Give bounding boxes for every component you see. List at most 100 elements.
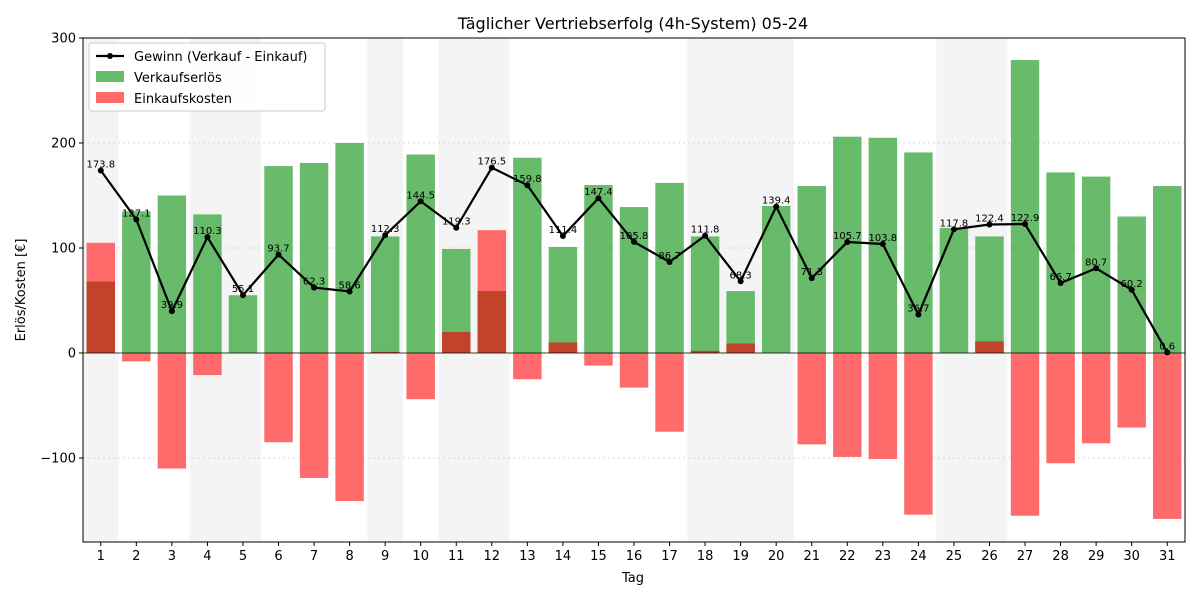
profit-point — [275, 251, 282, 258]
profit-point — [488, 164, 495, 171]
revenue-bar — [761, 206, 791, 353]
overlap-bar — [726, 343, 755, 353]
x-tick-label: 18 — [697, 549, 714, 564]
profit-point — [915, 311, 922, 318]
revenue-bar — [975, 236, 1004, 353]
x-tick-label: 29 — [1088, 549, 1105, 564]
cost-bar — [1081, 353, 1111, 444]
x-tick-label: 24 — [910, 549, 927, 564]
revenue-bar — [690, 236, 720, 353]
cost-bar — [833, 353, 862, 457]
profit-data-label: 112.3 — [371, 224, 400, 235]
x-tick-label: 25 — [946, 549, 963, 564]
cost-bar — [335, 353, 364, 502]
profit-point — [382, 232, 389, 239]
overlap-bar — [690, 350, 720, 353]
x-tick-label: 6 — [274, 549, 282, 564]
cost-bar — [1010, 353, 1040, 516]
cost-bar — [513, 353, 542, 380]
bars — [86, 60, 1182, 519]
cost-bar — [1117, 353, 1146, 428]
x-tick-label: 5 — [239, 549, 247, 564]
profit-data-label: 86.7 — [658, 251, 680, 262]
profit-point — [1128, 286, 1135, 293]
x-tick-label: 7 — [310, 549, 318, 564]
overlap-bar — [370, 351, 400, 353]
cost-bar — [1153, 353, 1182, 519]
x-tick-label: 15 — [590, 549, 607, 564]
legend-line-marker — [107, 53, 113, 59]
profit-data-label: 71.3 — [801, 267, 823, 278]
profit-point — [346, 288, 353, 295]
cost-bar — [264, 353, 293, 443]
revenue-bar — [726, 291, 755, 353]
profit-point — [239, 292, 246, 299]
profit-point — [666, 258, 673, 265]
x-tick-label: 16 — [626, 549, 643, 564]
profit-data-label: 127.1 — [122, 209, 151, 220]
legend-label-cost: Einkaufskosten — [134, 92, 232, 107]
profit-point — [133, 216, 140, 223]
data-labels: 173.8 127.1 39.9 110.3 55.1 93.7 62.3 58.6 112.3… — [86, 157, 1175, 353]
revenue-bar — [299, 162, 329, 353]
profit-point — [417, 198, 424, 205]
y-tick-label: 100 — [51, 242, 76, 257]
profit-point — [1093, 265, 1100, 272]
profit-point — [773, 203, 780, 210]
y-tick-label: 200 — [51, 137, 76, 152]
x-tick-label: 4 — [203, 549, 211, 564]
x-tick-label: 12 — [484, 549, 501, 564]
revenue-bar — [122, 211, 151, 353]
profit-data-label: 55.1 — [232, 284, 254, 295]
legend-label-revenue: Verkaufserlös — [134, 71, 222, 86]
profit-data-label: 105.7 — [833, 231, 862, 242]
legend-box — [88, 42, 326, 112]
cost-bar — [1046, 353, 1075, 464]
profit-point — [97, 167, 104, 174]
x-tick-label: 27 — [1017, 549, 1034, 564]
profit-point — [844, 239, 851, 246]
profit-data-label: 58.6 — [338, 280, 360, 291]
profit-point — [453, 224, 460, 231]
profit-data-label: 68.3 — [730, 270, 752, 281]
profit-data-label: 139.4 — [762, 196, 791, 207]
cost-bar — [157, 353, 187, 469]
cost-bar — [193, 353, 222, 376]
profit-data-label: 144.5 — [406, 190, 435, 201]
x-tick-label: 30 — [1123, 549, 1140, 564]
cost-bar — [655, 353, 684, 432]
x-tick-label: 11 — [448, 549, 465, 564]
overlap-bar — [548, 342, 578, 353]
cost-bar — [868, 353, 898, 460]
profit-point — [595, 195, 602, 202]
x-tick-label: 20 — [768, 549, 785, 564]
profit-data-label: 119.3 — [442, 217, 471, 228]
profit-data-label: 176.5 — [477, 157, 506, 168]
y-tick-label: 300 — [51, 32, 76, 47]
profit-point — [808, 275, 815, 282]
x-tick-label: 22 — [839, 549, 856, 564]
x-tick-label: 14 — [555, 549, 572, 564]
revenue-bar — [548, 246, 578, 353]
profit-data-label: 62.3 — [303, 277, 325, 288]
chart-title: Täglicher Vertriebserfolg (4h-System) 05… — [457, 14, 808, 33]
x-axis-label: Tag — [621, 571, 644, 586]
profit-data-label: 159.8 — [513, 174, 542, 185]
profit-data-label: 111.4 — [549, 225, 578, 236]
revenue-bar — [228, 295, 258, 353]
x-tick-label: 2 — [132, 549, 140, 564]
profit-data-label: 111.8 — [691, 225, 720, 236]
profit-point — [737, 278, 744, 285]
cost-bar — [406, 353, 435, 400]
profit-point — [1057, 279, 1064, 286]
legend-label-profit: Gewinn (Verkauf - Einkauf) — [134, 50, 307, 65]
revenue-bar — [904, 152, 933, 353]
profit-point — [950, 226, 957, 233]
x-tick-label: 8 — [345, 549, 353, 564]
profit-data-label: 117.8 — [940, 218, 969, 229]
cost-bar — [904, 353, 933, 515]
revenue-bar — [264, 166, 293, 353]
overlap-bar — [975, 341, 1004, 353]
profit-line — [97, 164, 1171, 356]
